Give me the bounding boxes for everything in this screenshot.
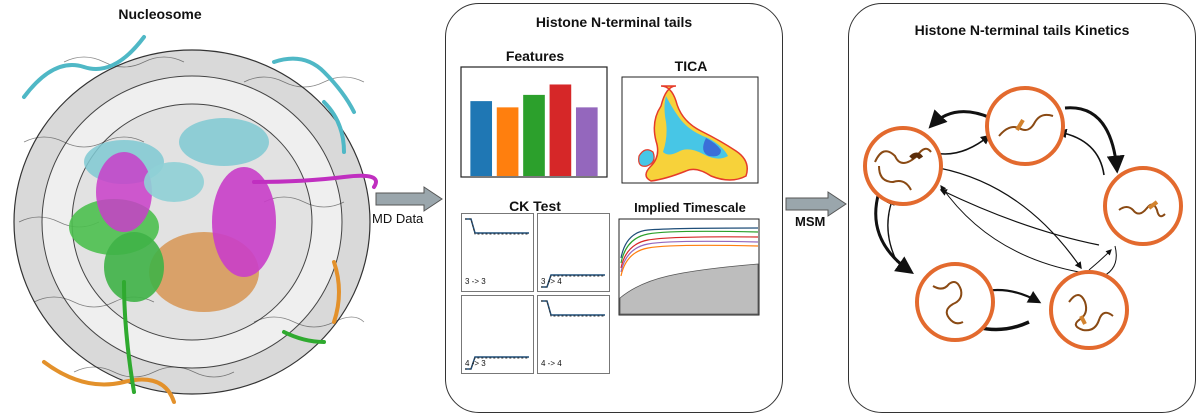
implied-timescale-plot <box>618 218 760 316</box>
ck-test-title: CK Test <box>509 198 561 214</box>
its-shaded-region <box>619 263 759 315</box>
ck-label-4-3: 4 -> 3 <box>465 359 486 368</box>
ck-subplot-4-4 <box>537 295 610 374</box>
dna-texture <box>18 56 365 378</box>
md-data-arrow <box>375 186 443 212</box>
ck-label-3-4: 3 -> 4 <box>541 277 562 286</box>
tica-density <box>638 85 748 182</box>
ck-test-grid: 3 -> 3 3 -> 4 4 -> 3 4 -> 4 <box>461 213 611 374</box>
histone-tails <box>22 35 378 404</box>
nucleosome-structure-image <box>13 35 378 404</box>
msm-arrow <box>785 191 847 217</box>
its-curves <box>620 227 759 277</box>
ck-subplot-3-3 <box>461 213 534 292</box>
center-panel-title: Histone N-terminal tails <box>535 14 693 30</box>
features-bar-chart <box>460 66 608 178</box>
state-node-3 <box>1103 166 1183 246</box>
ck-subplot-4-3 <box>461 295 534 374</box>
md-data-label: MD Data <box>372 211 424 226</box>
implied-timescale-title: Implied Timescale <box>634 200 746 215</box>
state-node-1 <box>985 86 1065 166</box>
feature-bar-5 <box>575 107 598 176</box>
state-node-5 <box>1049 270 1129 350</box>
feature-bar-1 <box>470 101 493 176</box>
histone-core <box>69 118 276 312</box>
msm-label: MSM <box>795 214 826 229</box>
tica-title: TICA <box>674 58 708 74</box>
feature-bar-4 <box>549 84 572 176</box>
state-node-2 <box>863 126 943 206</box>
feature-bar-2 <box>496 107 519 176</box>
feature-bar-3 <box>523 94 545 176</box>
right-panel-title: Histone N-terminal tails Kinetics <box>914 22 1130 38</box>
ck-label-4-4: 4 -> 4 <box>541 359 562 368</box>
tica-plot <box>621 76 759 184</box>
kinetics-network <box>863 86 1183 350</box>
features-title: Features <box>505 48 565 64</box>
ck-subplot-3-4 <box>537 213 610 292</box>
state-node-4 <box>915 262 995 342</box>
nucleosome-title: Nucleosome <box>118 6 202 22</box>
ck-label-3-3: 3 -> 3 <box>465 277 486 286</box>
